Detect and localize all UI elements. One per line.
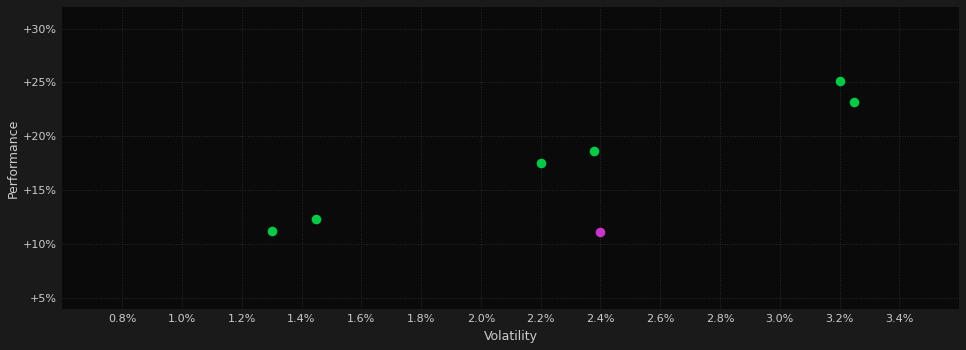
Point	[586, 149, 602, 154]
Point	[593, 230, 609, 235]
Point	[847, 99, 863, 105]
X-axis label: Volatility: Volatility	[484, 330, 538, 343]
Y-axis label: Performance: Performance	[7, 118, 20, 198]
Point	[533, 161, 549, 166]
Point	[832, 78, 847, 84]
Point	[309, 217, 325, 222]
Point	[264, 229, 279, 234]
